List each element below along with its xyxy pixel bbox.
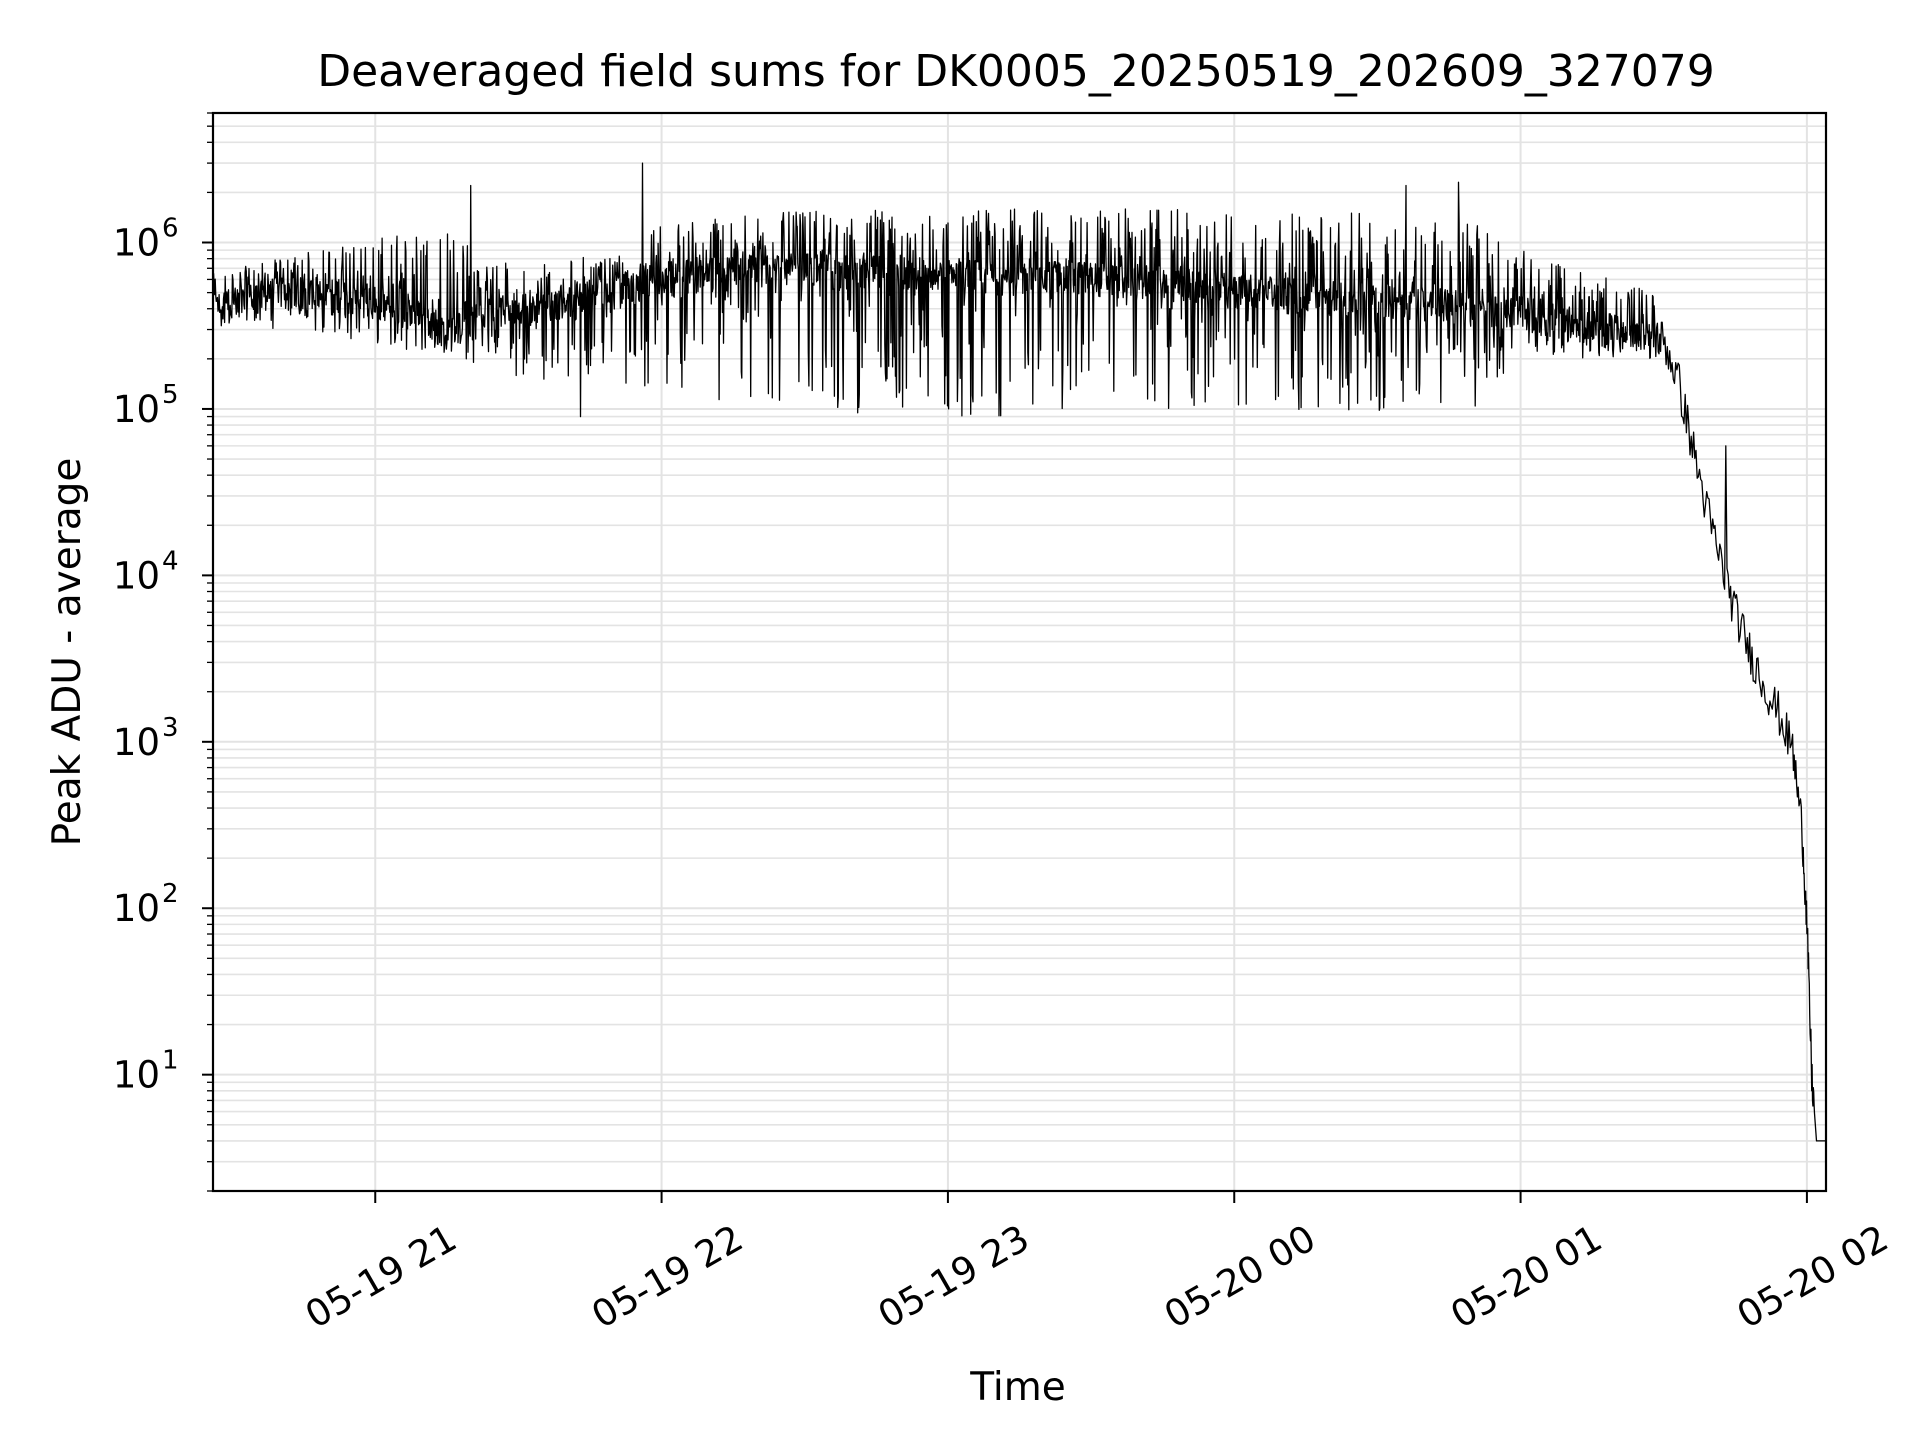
x-axis: 05-19 21 05-19 22 05-19 23 05-20 00 05-20 01… (298, 1191, 1895, 1337)
grid (213, 112, 1826, 1192)
x-tick-label: 05-19 22 (585, 1217, 751, 1337)
y-tick-exponent: 5 (162, 380, 179, 410)
y-tick-label: 10 (113, 887, 160, 930)
plot-frame (211, 111, 1828, 1193)
y-tick-exponent: 4 (162, 546, 179, 576)
y-tick-exponent: 3 (162, 713, 179, 743)
y-tick-label: 10 (113, 1054, 160, 1097)
y-axis-label: Peak ADU - average (45, 458, 90, 847)
y-tick-label: 10 (113, 222, 160, 265)
x-axis-label: Time (969, 1365, 1065, 1410)
x-tick-label: 05-20 00 (1157, 1217, 1323, 1337)
x-tick-label: 05-20 02 (1730, 1217, 1896, 1337)
y-tick-exponent: 1 (162, 1046, 179, 1076)
y-tick-exponent: 6 (162, 214, 179, 244)
y-tick-label: 10 (113, 388, 160, 431)
data-series (212, 162, 1826, 1142)
x-tick-label: 05-20 01 (1444, 1217, 1610, 1337)
x-tick-label: 05-19 21 (298, 1217, 464, 1337)
y-tick-exponent: 2 (162, 879, 179, 909)
y-tick-label: 10 (113, 721, 160, 764)
y-tick-label: 10 (113, 554, 160, 597)
chart-title: Deaveraged field sums for DK0005_2025051… (317, 46, 1715, 97)
x-tick-label: 05-19 23 (871, 1217, 1037, 1337)
series-line (212, 162, 1826, 1142)
